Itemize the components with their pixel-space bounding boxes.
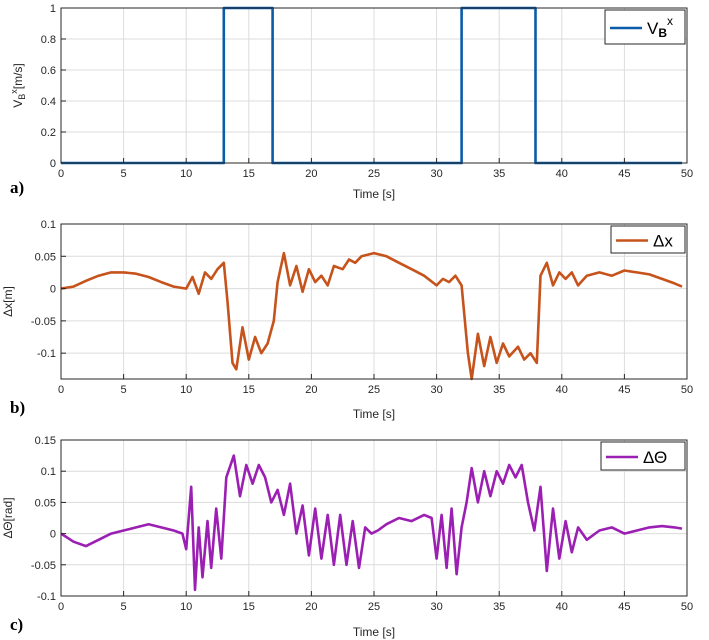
delta-theta-ytick-label: 0: [50, 529, 56, 541]
delta-theta-xtick-label: 45: [618, 601, 630, 613]
delta-x-xtick-label: 25: [368, 384, 380, 396]
delta-x-xlabel: Time [s]: [353, 407, 395, 421]
velocity-xtick-label: 0: [58, 168, 64, 180]
delta-theta-xtick-label: 5: [121, 601, 127, 613]
velocity-xtick-label: 45: [618, 168, 630, 180]
velocity-xtick-label: 50: [681, 168, 693, 180]
velocity-xtick-label: 35: [493, 168, 505, 180]
delta-theta-ytick-label: 0.1: [41, 466, 56, 478]
delta-x-xtick-label: 50: [681, 384, 693, 396]
velocity-xtick-label: 40: [556, 168, 568, 180]
delta-theta-xtick-label: 15: [243, 601, 255, 613]
delta-theta-xtick-label: 0: [58, 601, 64, 613]
delta-theta-xtick-label: 50: [681, 601, 693, 613]
delta-x-ytick-label: 0.1: [41, 219, 56, 231]
velocity-ylabel: VBx[m/s]: [9, 63, 27, 108]
delta-x-xtick-label: 5: [121, 384, 127, 396]
delta-theta-legend-label: ΔΘ: [643, 448, 667, 467]
delta-x-ylabel: Δx[m]: [1, 286, 15, 317]
delta-x-xtick-label: 20: [305, 384, 317, 396]
velocity-xlabel: Time [s]: [353, 187, 395, 201]
delta-x-xtick-label: 40: [556, 384, 568, 396]
delta-x-legend: Δx: [610, 225, 686, 254]
delta-x-xtick-label: 30: [430, 384, 442, 396]
delta-theta-xtick-label: 20: [305, 601, 317, 613]
delta-theta-xtick-label: 40: [556, 601, 568, 613]
delta-x-ytick-label: -0.1: [37, 348, 56, 360]
velocity-legend: VBx: [604, 9, 686, 45]
delta-x-xtick-label: 45: [618, 384, 630, 396]
delta-theta-panel-label: c): [10, 615, 23, 634]
chart-delta-x: 0 5 10 15 20 25 30 35 40 45 50 -0.1 -0.05 0 0.05 0.1 Tim…: [1, 219, 693, 421]
velocity-panel-label: a): [10, 178, 24, 197]
velocity-ytick-label: 0.2: [41, 127, 56, 139]
velocity-xtick-label: 30: [430, 168, 442, 180]
velocity-xtick-label: 25: [368, 168, 380, 180]
delta-theta-xtick-label: 30: [430, 601, 442, 613]
delta-theta-legend: ΔΘ: [600, 441, 686, 471]
delta-theta-xtick-label: 25: [368, 601, 380, 613]
delta-theta-xtick-label: 10: [180, 601, 192, 613]
velocity-ytick-label: 0: [50, 158, 56, 170]
velocity-ytick-label: 0.6: [41, 65, 56, 77]
delta-x-ytick-label: 0.05: [35, 251, 56, 263]
delta-theta-ytick-label: 0.05: [35, 497, 56, 509]
chart-delta-theta: 0 5 10 15 20 25 30 35 40 45 50 -0.1 -0.05 0 0.05 0.1 0.1…: [1, 435, 693, 639]
velocity-xtick-label: 15: [243, 168, 255, 180]
velocity-xtick-label: 10: [180, 168, 192, 180]
velocity-ytick-label: 0.8: [41, 34, 56, 46]
delta-theta-series-line: [61, 454, 683, 592]
delta-x-xtick-label: 10: [180, 384, 192, 396]
delta-x-xtick-label: 35: [493, 384, 505, 396]
delta-x-panel-label: b): [10, 398, 25, 417]
delta-theta-ytick-label: -0.05: [31, 560, 56, 572]
delta-x-legend-label: Δx: [653, 232, 673, 251]
delta-x-ytick-label: -0.05: [31, 316, 56, 328]
delta-theta-ytick-label: 0.15: [35, 435, 56, 447]
velocity-xtick-label: 20: [305, 168, 317, 180]
delta-theta-xlabel: Time [s]: [353, 625, 395, 639]
velocity-xtick-label: 5: [121, 168, 127, 180]
velocity-ytick-label: 1: [50, 3, 56, 15]
delta-x-ytick-label: 0: [50, 284, 56, 296]
delta-theta-ylabel: ΔΘ[rad]: [1, 497, 15, 538]
delta-x-series-line: [61, 251, 683, 381]
velocity-ytick-label: 0.4: [41, 96, 56, 108]
delta-theta-xtick-label: 35: [493, 601, 505, 613]
velocity-legend-label: VBx: [647, 14, 673, 40]
chart-velocity: 0 5 10 15 20 25 30 35 40 45 50 0 0.2 0.4 0.6 0.8 1 Time […: [9, 3, 693, 201]
delta-theta-ytick-label: -0.1: [37, 591, 56, 603]
delta-x-xtick-label: 15: [243, 384, 255, 396]
delta-x-xtick-label: 0: [58, 384, 64, 396]
